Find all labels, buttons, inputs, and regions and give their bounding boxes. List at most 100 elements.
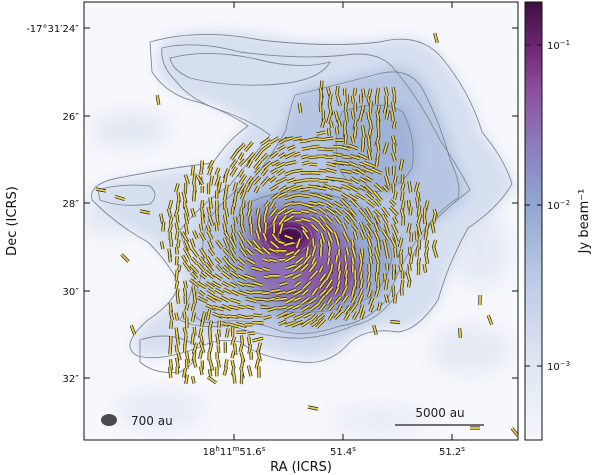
polarization-vector <box>262 291 270 295</box>
polarization-vector <box>239 174 247 185</box>
polarization-vector <box>236 314 246 318</box>
polarization-vector <box>175 222 179 231</box>
polarization-vector <box>368 119 373 130</box>
colorbar-ticks <box>525 44 542 367</box>
polarization-vector <box>433 32 439 44</box>
polarization-vector <box>237 290 247 296</box>
polarization-vector <box>359 271 363 281</box>
polarization-vector <box>361 125 366 138</box>
polarization-vector <box>361 142 365 152</box>
polarization-vector <box>301 217 311 223</box>
polarization-vector <box>252 337 264 342</box>
polarization-vector <box>375 246 380 257</box>
polarization-vector <box>310 145 320 149</box>
polarization-vector <box>384 223 390 234</box>
polarization-vector <box>114 195 126 201</box>
polarization-vector <box>199 167 203 175</box>
polarization-vector <box>363 161 376 168</box>
polarization-vector <box>190 238 195 248</box>
polarization-vector <box>223 175 227 184</box>
polarization-vector <box>257 214 261 225</box>
polarization-vector <box>237 231 245 242</box>
polarization-vector <box>341 285 349 297</box>
polarization-vector <box>231 232 236 242</box>
polarization-vector <box>369 304 374 312</box>
polarization-vector <box>184 223 189 235</box>
polarization-vector <box>205 262 214 273</box>
polarization-vector <box>302 312 312 318</box>
polarization-vector <box>215 167 220 176</box>
polarization-vector <box>293 169 303 173</box>
polarization-vector <box>325 224 334 234</box>
polarization-vector <box>351 294 358 304</box>
polarization-vector <box>407 223 411 234</box>
polarization-vector <box>416 247 419 257</box>
polarization-vector <box>385 109 390 120</box>
polarization-vector <box>229 237 237 249</box>
polarization-vector <box>307 406 319 410</box>
polarization-vector <box>382 185 389 192</box>
polarization-vector <box>237 169 244 178</box>
polarization-vector <box>356 167 366 175</box>
polarization-vector <box>373 209 382 217</box>
polarization-vector <box>261 153 269 161</box>
polarization-vector <box>246 159 253 168</box>
polarization-vector <box>408 181 412 193</box>
polarization-vector <box>227 315 239 318</box>
polarization-vector <box>359 222 366 233</box>
polarization-vector <box>285 160 297 166</box>
polarization-vector <box>183 311 187 320</box>
polarization-vector <box>373 190 383 202</box>
polarization-vector <box>390 111 395 122</box>
polarization-vector <box>432 245 438 258</box>
polarization-vector <box>267 306 278 312</box>
polarization-vector <box>283 241 295 247</box>
polarization-vector <box>381 229 390 241</box>
polarization-vector <box>365 216 373 226</box>
polarization-vector <box>233 343 237 356</box>
polarization-vector <box>277 145 286 151</box>
polarization-vector <box>318 265 324 273</box>
polarization-vector <box>185 302 189 311</box>
contour-west <box>97 184 156 206</box>
map-frame <box>83 1 519 441</box>
polarization-vector <box>325 207 336 215</box>
polarization-vector <box>294 281 302 287</box>
polarization-vector <box>251 266 263 272</box>
polarization-vector <box>293 289 303 296</box>
polarization-vector <box>337 304 342 312</box>
polarization-vector <box>208 320 213 329</box>
polarization-vector <box>262 246 271 255</box>
polarization-vector <box>228 305 239 310</box>
polarization-vector <box>247 208 252 217</box>
polarization-vector <box>233 182 238 192</box>
polarization-vector <box>205 281 215 289</box>
polarization-vector <box>176 288 179 297</box>
polarization-vector <box>408 263 412 271</box>
polarization-vector <box>189 264 199 274</box>
colorbar-tick-1e-3: 10−3 <box>547 360 570 373</box>
polarization-vector <box>225 208 229 217</box>
polarization-vector <box>230 149 239 161</box>
polarization-vector <box>229 298 241 304</box>
polarization-vector <box>369 101 373 114</box>
polarization-vector <box>184 374 189 384</box>
polarization-vector <box>319 302 327 311</box>
polarization-vector <box>213 273 223 281</box>
polarization-vector <box>335 86 339 95</box>
polarization-vector <box>389 320 401 324</box>
polarization-vector <box>366 232 372 240</box>
polarization-vector <box>372 324 378 336</box>
polarization-vector <box>366 199 376 208</box>
polarization-vector <box>286 178 296 183</box>
polarization-vector <box>191 165 195 176</box>
polarization-vector <box>208 358 214 371</box>
polarization-vector <box>339 178 352 184</box>
polarization-vector <box>301 297 310 305</box>
polarization-vector <box>270 168 278 174</box>
polarization-vector <box>326 297 333 305</box>
polarization-vector <box>253 314 263 317</box>
polarization-vector <box>416 223 422 236</box>
polarization-vector <box>393 191 397 200</box>
polarization-vector <box>245 258 256 265</box>
